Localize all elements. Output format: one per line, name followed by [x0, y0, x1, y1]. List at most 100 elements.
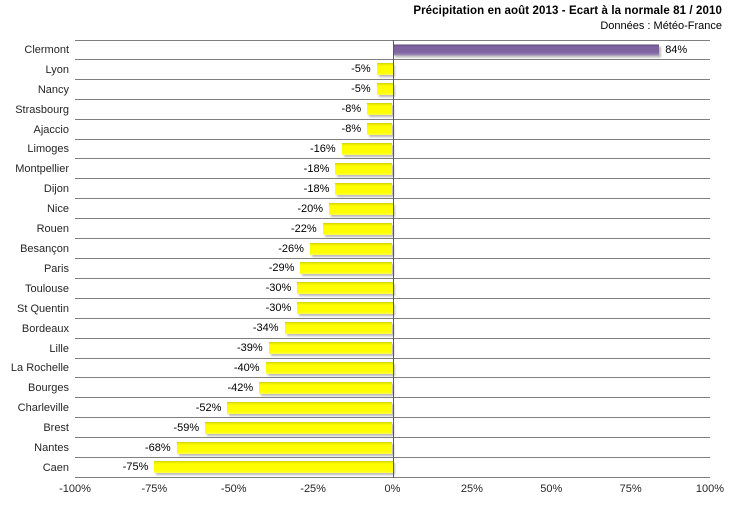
x-tick-label: -25%	[300, 483, 326, 495]
negative-bar	[376, 63, 393, 76]
chart-row: Charleville -52%	[0, 398, 710, 419]
value-label: -30%	[265, 282, 292, 295]
value-label: -18%	[303, 162, 330, 175]
zero-axis-line	[392, 40, 394, 478]
value-label: -30%	[265, 302, 292, 315]
value-label: 84%	[665, 43, 688, 56]
category-label: Charleville	[17, 402, 69, 415]
value-label: -16%	[310, 142, 336, 155]
negative-bar	[154, 461, 393, 474]
negative-bar	[205, 421, 393, 434]
value-label: -40%	[233, 361, 260, 374]
negative-bar	[367, 103, 393, 116]
chart-row: Montpellier -18%	[0, 159, 710, 180]
chart-row: Nantes -68%	[0, 438, 710, 459]
value-label: -8%	[341, 123, 362, 136]
value-label: -42%	[227, 381, 254, 394]
value-label: -18%	[303, 182, 330, 195]
negative-bar	[259, 381, 393, 394]
category-label: Nancy	[37, 83, 69, 96]
chart-row: Clermont 84%	[0, 40, 710, 60]
category-label: Bourges	[28, 382, 69, 395]
category-label: Caen	[42, 461, 69, 474]
chart-row: Limoges -16%	[0, 140, 710, 160]
value-label: -52%	[195, 401, 222, 414]
value-label: -8%	[341, 103, 362, 116]
positive-bar	[392, 44, 660, 56]
x-tick-label: -75%	[141, 483, 168, 495]
negative-bar	[322, 222, 393, 235]
negative-bar	[300, 262, 393, 275]
value-label: -22%	[290, 222, 317, 235]
chart-row: Paris -29%	[0, 259, 710, 279]
negative-bar	[335, 162, 393, 175]
negative-bar	[227, 401, 393, 414]
value-label: -26%	[278, 242, 304, 255]
category-label: Limoges	[27, 143, 69, 156]
negative-bar	[367, 123, 393, 136]
category-label: Paris	[43, 262, 69, 275]
category-label: Lyon	[45, 63, 69, 76]
x-tick-label: 75%	[619, 483, 642, 495]
negative-bar	[309, 242, 393, 255]
value-label: -5%	[351, 63, 371, 76]
negative-bar	[335, 182, 393, 195]
chart-row: St Quentin -30%	[0, 299, 710, 319]
negative-bar	[176, 441, 393, 454]
chart-row: Strasbourg -8%	[0, 100, 710, 120]
chart-row: Besançon -26%	[0, 239, 710, 259]
category-label: Clermont	[24, 43, 69, 56]
value-label: -68%	[144, 441, 171, 454]
chart-row: Caen -75%	[0, 458, 710, 478]
chart-row: Nice -20%	[0, 199, 710, 220]
chart-row: Ajaccio -8%	[0, 120, 710, 140]
value-label: -20%	[297, 202, 323, 215]
category-label: Nice	[46, 203, 69, 216]
chart-row: Lille -39%	[0, 339, 710, 359]
x-tick-label: -50%	[220, 483, 247, 495]
category-label: Toulouse	[24, 282, 69, 295]
value-label: -29%	[268, 262, 295, 275]
value-label: -5%	[351, 83, 371, 96]
x-tick-label: -100%	[59, 483, 91, 495]
x-tick-label: 0%	[384, 483, 401, 495]
chart-header: Précipitation en août 2013 - Ecart à la …	[413, 5, 722, 32]
negative-bar	[265, 361, 393, 374]
x-tick-label: 50%	[540, 483, 563, 495]
negative-bar	[329, 202, 393, 215]
category-label: Bordeaux	[21, 322, 69, 335]
category-label: Ajaccio	[33, 123, 69, 136]
negative-bar	[341, 142, 393, 155]
category-label: Brest	[43, 422, 69, 435]
chart-row: Lyon -5%	[0, 60, 710, 80]
chart-subtitle: Données : Météo-France	[600, 20, 722, 32]
chart-row: Brest -59%	[0, 418, 710, 439]
negative-bar	[376, 83, 393, 96]
bar-chart: Clermont 84% Lyon -5% Nancy -5% Strasbourg -8% A…	[0, 40, 724, 501]
category-label: Lille	[49, 342, 69, 355]
x-tick-label: 25%	[460, 483, 483, 495]
chart-row: Bourges -42%	[0, 378, 710, 399]
chart-rows: Clermont 84% Lyon -5% Nancy -5% Strasbourg -8% A…	[0, 40, 710, 478]
category-label: Besançon	[20, 243, 69, 256]
value-label: -59%	[173, 421, 200, 434]
category-label: Dijon	[43, 183, 69, 196]
negative-bar	[297, 282, 393, 295]
category-label: Rouen	[36, 223, 69, 236]
chart-title: Précipitation en août 2013 - Ecart à la …	[413, 5, 722, 17]
value-label: -34%	[252, 322, 279, 335]
chart-row: Nancy -5%	[0, 80, 710, 100]
negative-bar	[268, 342, 393, 355]
negative-bar	[284, 322, 393, 335]
category-label: St Quentin	[17, 302, 69, 315]
category-label: Strasbourg	[15, 103, 69, 116]
chart-row: Dijon -18%	[0, 179, 710, 200]
value-label: -75%	[122, 461, 149, 474]
chart-row: Toulouse -30%	[0, 279, 710, 299]
x-tick-label: 100%	[695, 483, 725, 495]
chart-row: Bordeaux -34%	[0, 319, 710, 339]
chart-row: La Rochelle -40%	[0, 359, 710, 379]
value-label: -39%	[237, 342, 263, 355]
category-label: Nantes	[34, 442, 69, 455]
